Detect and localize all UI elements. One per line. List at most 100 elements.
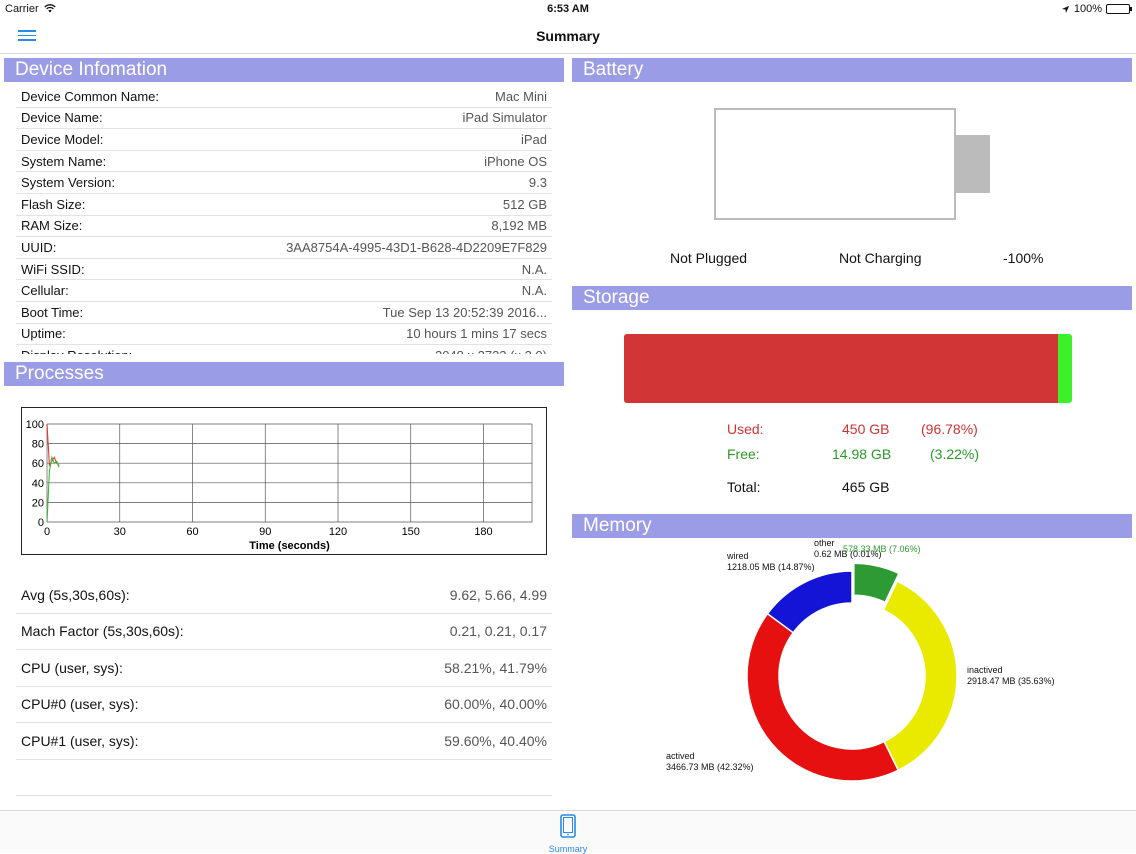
memory-slice-actived: [747, 614, 898, 781]
memory-slice-wired: [767, 571, 852, 633]
tab-summary-label: Summary: [543, 844, 593, 854]
storage-bar: [624, 334, 1072, 403]
device-info-label: UUID:: [21, 240, 56, 255]
device-info-header: Device Infomation: [4, 58, 564, 82]
processes-header: Processes: [4, 362, 564, 386]
device-info-label: Cellular:: [21, 283, 69, 298]
device-info-label: System Name:: [21, 154, 106, 169]
storage-total-label: Total:: [727, 479, 760, 495]
status-right: 100%: [1061, 3, 1130, 15]
device-info-value: 9.3: [529, 175, 547, 190]
battery-level: -100%: [1003, 250, 1043, 266]
device-info-value: N.A.: [522, 262, 547, 277]
process-value: 58.21%, 41.79%: [444, 660, 547, 676]
process-value: 0.21, 0.21, 0.17: [450, 623, 547, 639]
process-row: Avg (5s,30s,60s): 9.62, 5.66, 4.99: [16, 577, 552, 614]
device-info-value: 512 GB: [503, 197, 547, 212]
memory-header: Memory: [572, 514, 1132, 538]
device-info-value: 3AA8754A-4995-43D1-B628-4D2209E7F829: [286, 240, 547, 255]
location-icon: [1061, 5, 1070, 14]
process-row: CPU#0 (user, sys): 60.00%, 40.00%: [16, 687, 552, 724]
battery-header: Battery: [572, 58, 1132, 82]
device-info-value: 2048 x 2732 (x 2.0): [435, 348, 547, 354]
x-tick-label: 0: [44, 526, 50, 538]
memory-slice-inactived: [883, 581, 957, 770]
storage-total-value: 465 GB: [842, 479, 889, 495]
charging-status: Not Charging: [839, 250, 922, 266]
process-value: 60.00%, 40.00%: [444, 696, 547, 712]
device-info-row: Device Model: iPad: [16, 129, 552, 151]
device-info-label: Device Name:: [21, 110, 103, 125]
device-info-row: System Version:9.3: [16, 172, 552, 194]
device-info-row: WiFi SSID: N.A.: [16, 259, 552, 281]
process-label: Mach Factor (5s,30s,60s):: [21, 623, 184, 639]
process-label: CPU (user, sys):: [21, 660, 123, 676]
device-info-label: Device Common Name:: [21, 89, 159, 104]
storage-used-label: Used:: [727, 421, 764, 437]
nav-bar: Summary: [0, 18, 1136, 54]
y-tick-label: 80: [32, 439, 44, 451]
process-value: 59.60%, 40.40%: [444, 733, 547, 749]
storage-free-label: Free:: [727, 446, 760, 462]
mem-label-free: free578.33 MB (7.06%): [843, 538, 921, 549]
device-info-label: RAM Size:: [21, 218, 82, 233]
tab-summary[interactable]: Summary: [543, 813, 593, 853]
page-title: Summary: [0, 28, 1136, 44]
x-tick-label: 150: [402, 526, 420, 538]
process-label: Avg (5s,30s,60s):: [21, 587, 130, 603]
device-info-value: Mac Mini: [495, 89, 547, 104]
device-info-row: Device Name: iPad Simulator: [16, 108, 552, 130]
device-info-row: Display Resolution: 2048 x 2732 (x 2.0): [16, 345, 552, 354]
device-info-value: iPad Simulator: [462, 110, 547, 125]
process-row: CPU (user, sys): 58.21%, 41.79%: [16, 650, 552, 687]
device-info-row: Device Common Name: Mac Mini: [16, 86, 552, 108]
tab-bar: Summary: [0, 810, 1136, 853]
battery-graphic: [714, 108, 956, 220]
battery-percent: 100%: [1074, 3, 1102, 15]
storage-used-pct: (96.78%): [921, 421, 978, 437]
storage-used-fill: [624, 334, 1058, 403]
x-tick-label: 180: [474, 526, 492, 538]
process-value: 9.62, 5.66, 4.99: [450, 587, 547, 603]
battery-tip: [955, 135, 990, 193]
device-info-row: RAM Size:8,192 MB: [16, 216, 552, 238]
device-info-row: UUID: 3AA8754A-4995-43D1-B628-4D2209E7F82…: [16, 237, 552, 259]
device-info-label: WiFi SSID:: [21, 262, 85, 277]
ipad-icon: [560, 814, 576, 838]
x-tick-label: 30: [114, 526, 126, 538]
device-info-label: Display Resolution:: [21, 348, 132, 354]
cpu-series-line-1: [47, 457, 59, 522]
process-row: Mach Factor (5s,30s,60s): 0.21, 0.21, 0.1…: [16, 614, 552, 651]
device-info-row: Cellular:N.A.: [16, 280, 552, 302]
device-info-row: Flash Size:512 GB: [16, 194, 552, 216]
device-info-row: Boot Time: Tue Sep 13 20:52:39 2016...: [16, 302, 552, 324]
y-tick-label: 40: [32, 478, 44, 490]
status-bar: Carrier 6:53 AM 100%: [0, 0, 1136, 18]
device-info-value: Tue Sep 13 20:52:39 2016...: [383, 305, 547, 320]
device-info-list[interactable]: Device Common Name: Mac Mini Device Name: i…: [16, 86, 552, 354]
process-row-empty: [16, 760, 552, 797]
status-time: 6:53 AM: [0, 3, 1136, 15]
x-tick-label: 90: [259, 526, 271, 538]
device-info-label: Device Model:: [21, 132, 103, 147]
y-tick-label: 60: [32, 458, 44, 470]
process-label: CPU#0 (user, sys):: [21, 696, 138, 712]
process-label: CPU#1 (user, sys):: [21, 733, 138, 749]
device-info-value: 10 hours 1 mins 17 secs: [406, 326, 547, 341]
storage-free-value: 14.98 GB: [832, 446, 891, 462]
x-tick-label: 60: [186, 526, 198, 538]
device-info-label: Boot Time:: [21, 305, 83, 320]
device-info-value: iPad: [521, 132, 547, 147]
device-info-row: Uptime:10 hours 1 mins 17 secs: [16, 324, 552, 346]
x-tick-label: 120: [329, 526, 347, 538]
storage-free-pct: (3.22%): [930, 446, 979, 462]
storage-header: Storage: [572, 286, 1132, 310]
battery-icon: [1106, 4, 1130, 14]
device-info-value: iPhone OS: [484, 154, 547, 169]
plugged-status: Not Plugged: [670, 250, 747, 266]
